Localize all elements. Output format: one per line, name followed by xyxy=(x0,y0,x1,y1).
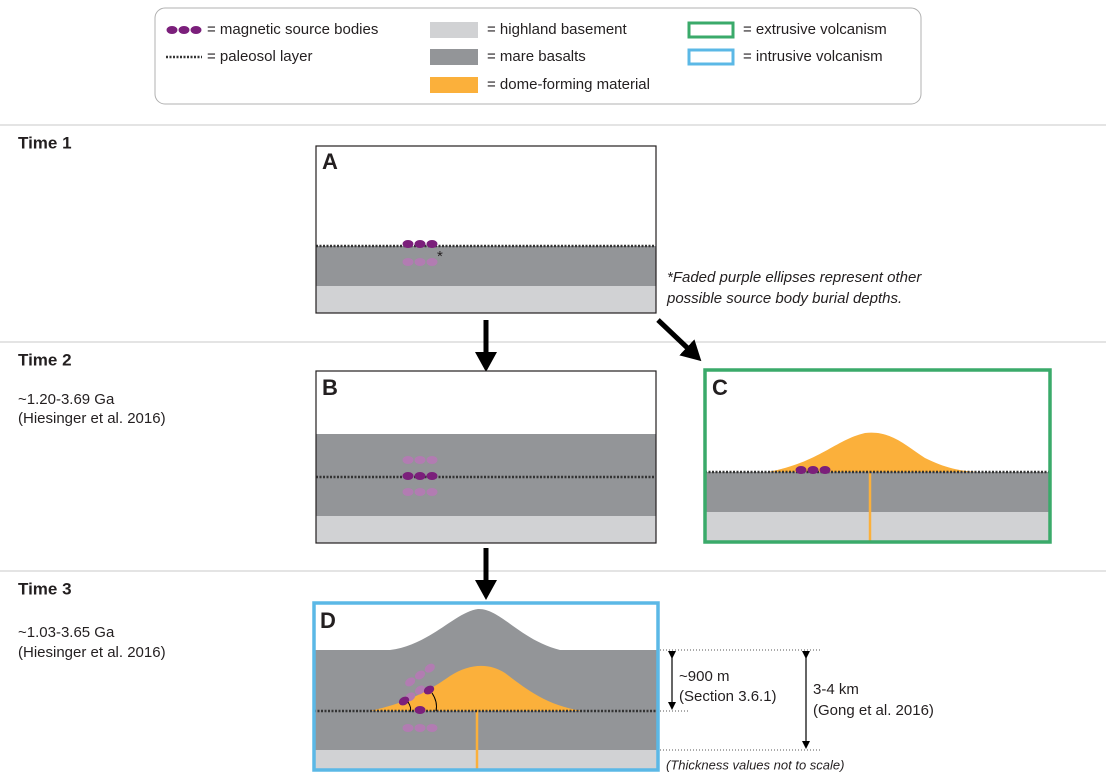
faded-source-body xyxy=(415,488,426,496)
mare-layer xyxy=(314,711,658,750)
panel-d: D xyxy=(314,603,658,770)
faded-source-body xyxy=(415,258,426,266)
legend-label: = mare basalts xyxy=(487,48,586,65)
source-body xyxy=(415,706,426,714)
mare-layer xyxy=(316,246,656,286)
asterisk: * xyxy=(437,248,443,265)
faded-source-body xyxy=(403,258,414,266)
legend-label: = magnetic source bodies xyxy=(207,21,378,38)
time-age: ~1.03-3.65 Ga xyxy=(18,624,115,641)
faded-source-body xyxy=(403,724,414,732)
panel-a: * A xyxy=(316,146,656,313)
legend-label: = paleosol layer xyxy=(207,48,312,65)
mare-layer xyxy=(316,434,656,516)
faded-source-body xyxy=(427,488,438,496)
time-reference: (Hiesinger et al. 2016) xyxy=(18,644,166,661)
time-age: ~1.20-3.69 Ga xyxy=(18,391,115,408)
highland-layer xyxy=(316,286,656,313)
faded-source-body xyxy=(415,724,426,732)
time-label: Time 2 xyxy=(18,350,72,369)
footnote: *Faded purple ellipses represent other xyxy=(667,269,922,286)
scale-note: (Thickness values not to scale) xyxy=(666,757,844,772)
arrow xyxy=(658,320,697,357)
faded-source-body xyxy=(427,724,438,732)
faded-source-body xyxy=(427,258,438,266)
time-reference: (Hiesinger et al. 2016) xyxy=(18,410,166,427)
legend-label: = intrusive volcanism xyxy=(743,48,883,65)
thickness-ref: (Gong et al. 2016) xyxy=(813,702,934,719)
faded-source-body xyxy=(415,456,426,464)
panel-b: B xyxy=(316,371,656,543)
legend-dome-swatch xyxy=(430,77,478,93)
source-body xyxy=(808,466,819,474)
highland-layer xyxy=(314,750,658,770)
legend-magnet-icon xyxy=(167,26,202,34)
source-body xyxy=(415,240,426,248)
source-body xyxy=(403,240,414,248)
source-body xyxy=(403,472,414,480)
highland-layer xyxy=(705,512,1050,542)
source-body xyxy=(427,472,438,480)
thickness-ref: (Section 3.6.1) xyxy=(679,688,777,705)
legend-mare-swatch xyxy=(430,49,478,65)
source-body xyxy=(820,466,831,474)
panel-label: B xyxy=(322,375,338,400)
legend-magnet-icon xyxy=(167,26,178,34)
mare-layer xyxy=(705,472,1050,512)
legend-label: = highland basement xyxy=(487,21,628,38)
legend-highland-swatch xyxy=(430,22,478,38)
thickness-label: ~900 m xyxy=(679,668,729,685)
panel-label: C xyxy=(712,375,728,400)
source-body xyxy=(796,466,807,474)
time-label: Time 1 xyxy=(18,133,72,152)
legend-label: = extrusive volcanism xyxy=(743,21,887,38)
legend-magnet-icon xyxy=(191,26,202,34)
faded-source-body xyxy=(403,488,414,496)
source-body xyxy=(415,472,426,480)
source-body xyxy=(427,240,438,248)
panel-label: D xyxy=(320,608,336,633)
faded-source-body xyxy=(403,456,414,464)
faded-source-body xyxy=(427,456,438,464)
time-label: Time 3 xyxy=(18,579,72,598)
panel-label: A xyxy=(322,149,338,174)
legend-magnet-icon xyxy=(179,26,190,34)
footnote: possible source body burial depths. xyxy=(666,290,902,307)
diagram: = magnetic source bodies = paleosol laye… xyxy=(0,0,1106,776)
legend-label: = dome-forming material xyxy=(487,76,650,93)
thickness-label: 3-4 km xyxy=(813,681,859,698)
panel-c: C xyxy=(705,370,1050,542)
highland-layer xyxy=(316,516,656,543)
